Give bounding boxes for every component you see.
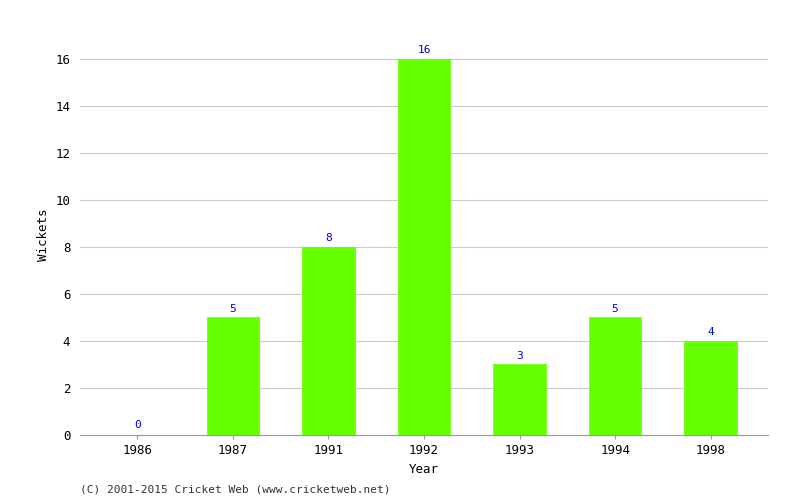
- Text: 8: 8: [325, 233, 332, 243]
- Bar: [206, 318, 259, 435]
- Text: 16: 16: [418, 45, 430, 55]
- Bar: [684, 341, 737, 435]
- Text: 3: 3: [516, 351, 523, 361]
- Bar: [398, 58, 450, 435]
- Text: 0: 0: [134, 420, 141, 430]
- Text: 5: 5: [230, 304, 236, 314]
- Y-axis label: Wickets: Wickets: [37, 209, 50, 261]
- Text: (C) 2001-2015 Cricket Web (www.cricketweb.net): (C) 2001-2015 Cricket Web (www.cricketwe…: [80, 485, 390, 495]
- Bar: [494, 364, 546, 435]
- Text: 4: 4: [707, 328, 714, 338]
- Bar: [589, 318, 642, 435]
- Bar: [302, 247, 354, 435]
- Text: 5: 5: [612, 304, 618, 314]
- X-axis label: Year: Year: [409, 462, 439, 475]
